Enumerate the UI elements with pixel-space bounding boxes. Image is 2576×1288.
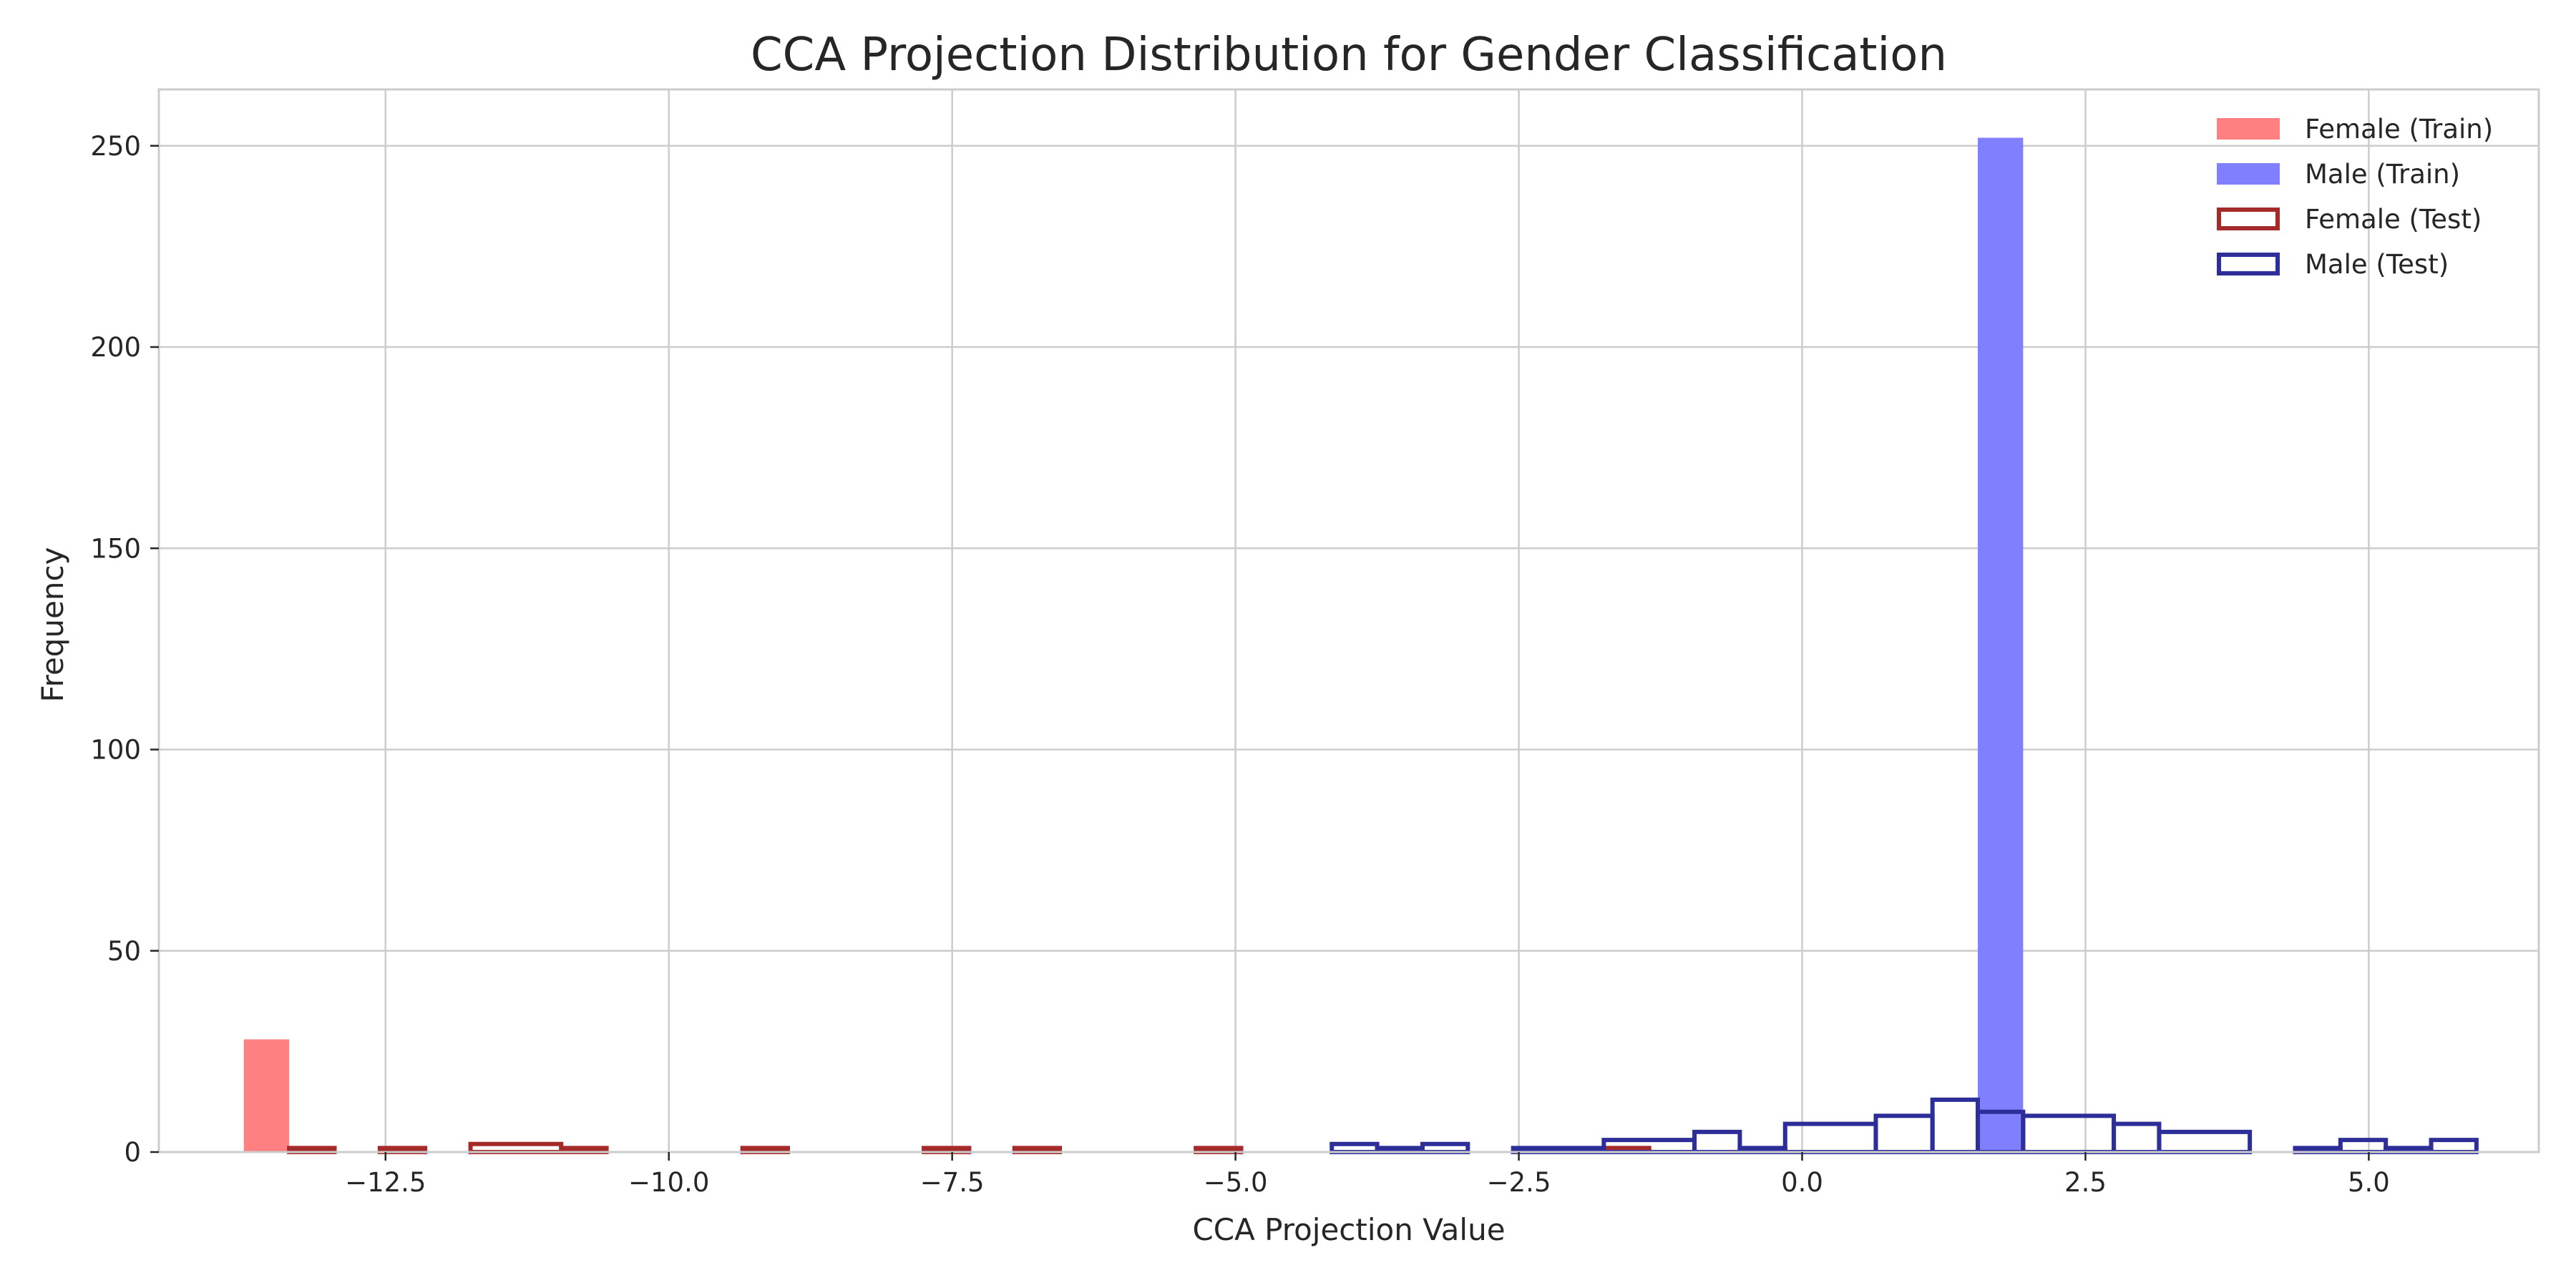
y-axis-label: Frequency <box>35 547 70 703</box>
y-tick-label: 50 <box>107 936 141 967</box>
train-bars <box>243 137 2024 1152</box>
x-tick-label: −2.5 <box>1487 1167 1551 1198</box>
chart-title: CCA Projection Distribution for Gender C… <box>751 29 1947 82</box>
step-bin <box>468 1141 564 1154</box>
legend: Female (Train) Male (Train) Female (Test) M… <box>2217 114 2493 280</box>
legend-swatch <box>2217 253 2280 275</box>
step-bin <box>2338 1138 2389 1154</box>
step-bin <box>2157 1129 2253 1154</box>
plot-frame <box>157 88 2540 1153</box>
step-bin <box>2021 1113 2117 1154</box>
x-tick-label: −7.5 <box>920 1167 985 1198</box>
x-tick-label: −5.0 <box>1204 1167 1268 1198</box>
y-tick-label: 0 <box>124 1137 141 1168</box>
step-bin <box>1330 1141 1380 1154</box>
axis-ticks: −12.5 −10.0 −7.5 −5.0 −2.5 0.0 2.5 5.0 0 50 100 150… <box>90 131 2389 1198</box>
y-tick-label: 250 <box>90 131 141 162</box>
y-tick-label: 100 <box>90 735 141 766</box>
step-bin <box>2429 1138 2479 1154</box>
legend-swatch <box>2217 208 2280 230</box>
step-bin <box>1420 1141 1470 1154</box>
x-tick-label: 2.5 <box>2064 1167 2107 1198</box>
legend-label: Male (Train) <box>2305 159 2460 190</box>
plot-border <box>157 88 2540 1153</box>
x-tick-label: 5.0 <box>2348 1167 2390 1198</box>
y-tick-label: 150 <box>90 533 141 564</box>
legend-swatch <box>2217 163 2280 185</box>
step-bin <box>1930 1097 1981 1154</box>
legend-label: Female (Test) <box>2305 204 2482 235</box>
histogram-bar <box>1978 137 2024 1152</box>
x-tick-label: −10.0 <box>628 1167 709 1198</box>
x-tick-label: 0.0 <box>1781 1167 1823 1198</box>
legend-swatch <box>2217 118 2280 140</box>
legend-label: Male (Test) <box>2305 249 2449 280</box>
step-bin <box>1782 1121 1878 1154</box>
test-steps <box>287 1097 2479 1154</box>
grid <box>159 89 2539 1153</box>
step-bin <box>1692 1129 1742 1154</box>
step-bin <box>1873 1113 1935 1154</box>
x-axis-label: CCA Projection Value <box>1192 1212 1505 1247</box>
step-bin <box>2112 1121 2162 1154</box>
y-tick-label: 200 <box>90 332 141 363</box>
x-tick-label: −12.5 <box>345 1167 426 1198</box>
legend-label: Female (Train) <box>2305 114 2493 145</box>
histogram-bar <box>243 1039 290 1152</box>
